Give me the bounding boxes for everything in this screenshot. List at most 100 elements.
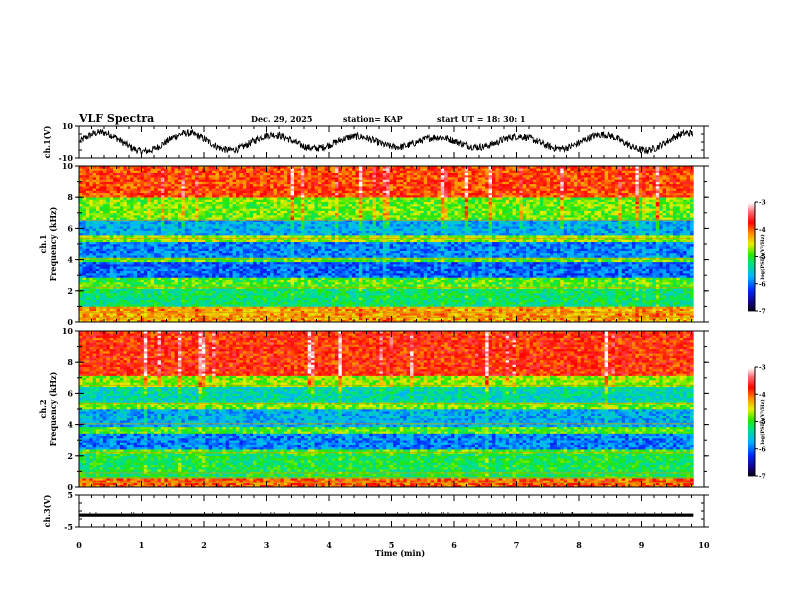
spectrogram-cell [260, 264, 264, 267]
spectrogram-cell [243, 280, 247, 283]
spectrogram-cell [649, 266, 653, 269]
spectrogram-cell [79, 262, 83, 265]
spectrogram-cell [690, 291, 694, 294]
spectrogram-cell [512, 291, 516, 294]
spectrogram-cell [591, 269, 595, 272]
spectrogram-cell [680, 264, 684, 267]
spectrogram-cell [427, 262, 431, 265]
spectrogram-cell [222, 300, 226, 303]
spectrogram-cell [185, 264, 189, 267]
spectrogram-cell [233, 295, 237, 298]
spectrogram-cell [103, 275, 107, 278]
spectrogram-cell [79, 293, 83, 296]
spectrogram-cell [396, 300, 400, 303]
spectrogram-cell [581, 266, 585, 269]
spectrogram-cell [222, 302, 226, 305]
spectrogram-cell [659, 297, 663, 300]
spectrogram-cell [151, 275, 155, 278]
spectrogram-cell [536, 289, 540, 292]
spectrogram-cell [103, 271, 107, 274]
spectrogram-cell [448, 273, 452, 276]
spectrogram-cell [226, 309, 230, 312]
spectrogram-cell [523, 284, 527, 287]
spectrogram-cell [325, 280, 329, 283]
spectrogram-cell [82, 318, 86, 321]
spectrogram-cell [86, 277, 90, 280]
spectrogram-cell [601, 284, 605, 287]
spectrogram-cell [437, 264, 441, 267]
spectrogram-cell [666, 295, 670, 298]
spectrogram-cell [250, 277, 254, 280]
spectrogram-cell [690, 266, 694, 269]
spectrogram-cell [690, 275, 694, 278]
spectrogram-cell [499, 289, 503, 292]
spectrogram-cell [110, 277, 114, 280]
spectrogram-cell [335, 264, 339, 267]
spectrogram-cell [181, 318, 185, 321]
spectrogram-cell [86, 300, 90, 303]
spectrogram-cell [427, 304, 431, 307]
spectrogram-cell [260, 309, 264, 312]
spectrogram-cell [567, 262, 571, 265]
spectrogram-cell [110, 309, 114, 312]
spectrogram-cell [396, 269, 400, 272]
spectrogram-cell [192, 266, 196, 269]
spectrogram-cell [236, 295, 240, 298]
spectrogram-cell [328, 275, 332, 278]
spectrogram-cell [506, 264, 510, 267]
spectrogram-cell [536, 264, 540, 267]
spectrogram-cell [557, 300, 561, 303]
spectrogram-cell [424, 269, 428, 272]
spectrogram-cell [567, 297, 571, 300]
spectrogram-cell [291, 300, 295, 303]
spectrogram-cell [328, 300, 332, 303]
spectrogram-cell [659, 304, 663, 307]
spectrogram-cell [188, 280, 192, 283]
spectrogram-cell [424, 313, 428, 316]
spectrogram-cell [492, 297, 496, 300]
spectrogram-cell [574, 280, 578, 283]
spectrogram-cell [359, 309, 363, 312]
spectrogram-cell [222, 266, 226, 269]
spectrogram-cell [509, 300, 513, 303]
spectrogram-cell [147, 309, 151, 312]
spectrogram-cell [99, 282, 103, 285]
spectrogram-cell [673, 297, 677, 300]
spectrogram-cell [321, 309, 325, 312]
spectrogram-cell [243, 313, 247, 316]
spectrogram-cell [571, 280, 575, 283]
spectrogram-cell [413, 280, 417, 283]
spectrogram-cell [284, 275, 288, 278]
spectrogram-cell [284, 266, 288, 269]
spectrogram-cell [103, 318, 107, 321]
spectrogram-cell [297, 266, 301, 269]
spectrogram-cell [328, 297, 332, 300]
spectrogram-cell [530, 302, 534, 305]
spectrogram-cell [407, 273, 411, 276]
spectrogram-cell [663, 289, 667, 292]
spectrogram-cell [158, 266, 162, 269]
spectrogram-cell [250, 282, 254, 285]
spectrogram-cell [229, 313, 233, 316]
spectrogram-cell [212, 266, 216, 269]
spectrogram-cell [557, 266, 561, 269]
spectrogram-cell [134, 295, 138, 298]
spectrogram-cell [560, 280, 564, 283]
spectrogram-cell [267, 269, 271, 272]
spectrogram-cell [584, 304, 588, 307]
spectrogram-cell [154, 289, 158, 292]
spectrogram-cell [629, 300, 633, 303]
spectrogram-cell [669, 297, 673, 300]
spectrogram-cell [127, 284, 131, 287]
spectrogram-cell [332, 318, 336, 321]
spectrogram-cell [154, 273, 158, 276]
spectrogram-cell [103, 304, 107, 307]
spectrogram-cell [226, 269, 230, 272]
spectrogram-cell [366, 300, 370, 303]
spectrogram-cell [516, 295, 520, 298]
spectrogram-cell [349, 284, 353, 287]
spectrogram-cell [376, 289, 380, 292]
spectrogram-cell [185, 275, 189, 278]
spectrogram-cell [229, 300, 233, 303]
spectrogram-cell [297, 271, 301, 274]
